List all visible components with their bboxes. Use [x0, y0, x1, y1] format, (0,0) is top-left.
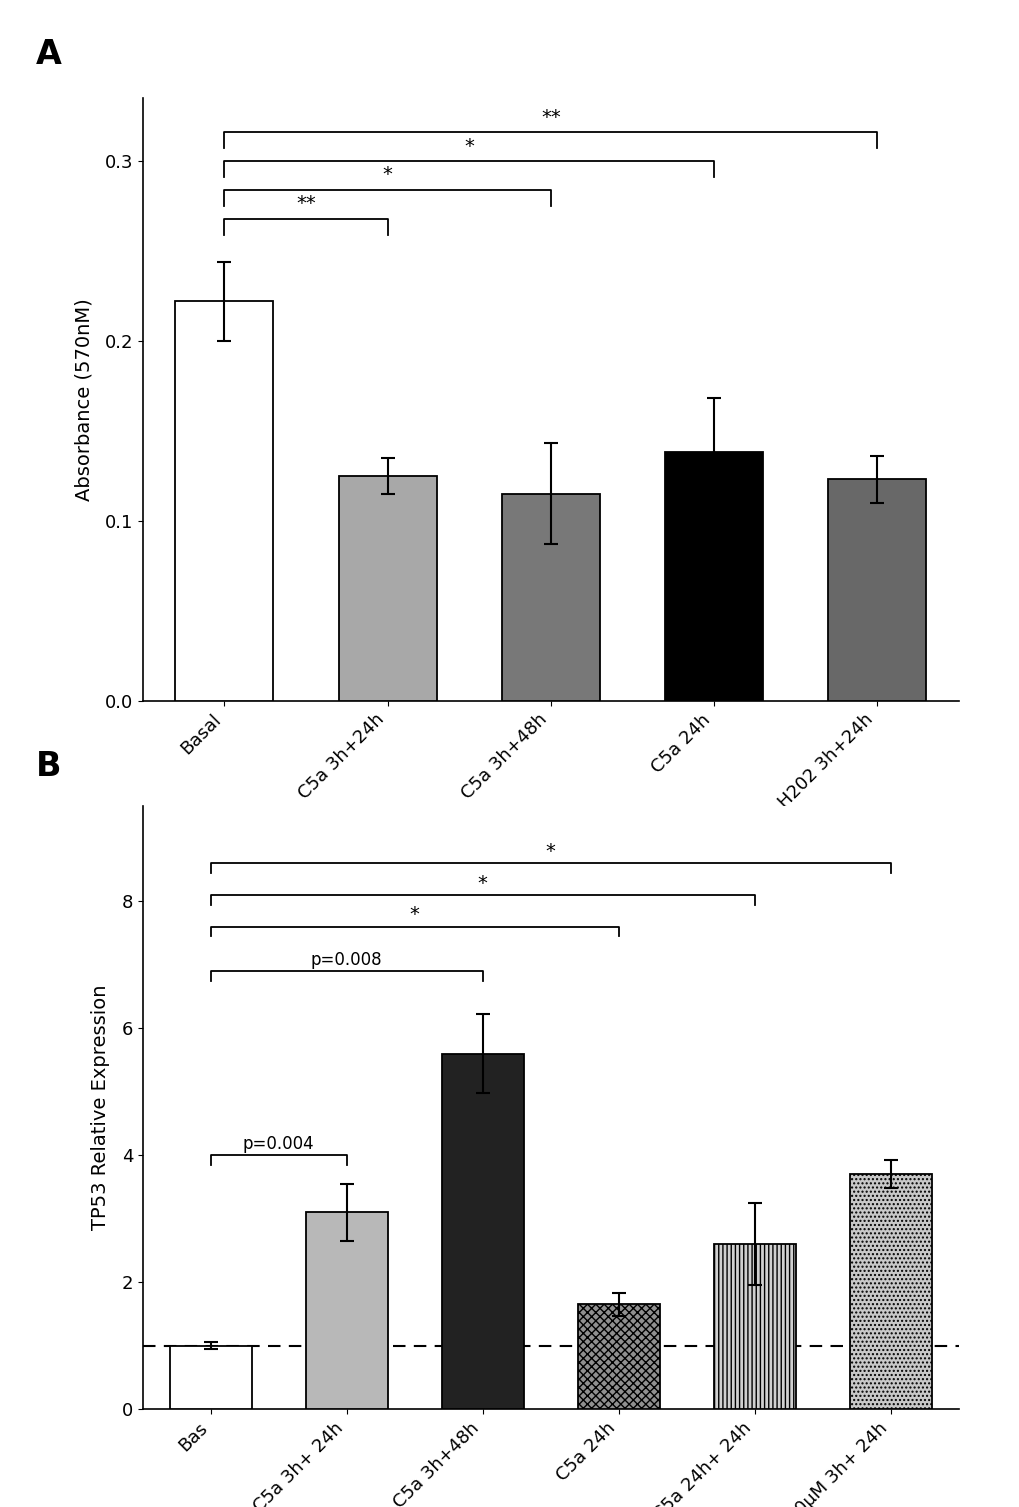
Bar	[338, 476, 436, 701]
Text: A: A	[36, 38, 61, 71]
Y-axis label: Absorbance (570nM): Absorbance (570nM)	[74, 298, 94, 500]
Bar	[827, 479, 925, 701]
Text: *: *	[382, 166, 392, 184]
Text: *: *	[477, 874, 487, 892]
Text: p=0.008: p=0.008	[311, 951, 382, 969]
Text: *: *	[464, 137, 474, 155]
Text: **: **	[540, 107, 560, 127]
Bar	[501, 494, 599, 701]
Bar	[664, 452, 762, 701]
Bar	[306, 1212, 387, 1409]
Y-axis label: TP53 Relative Expression: TP53 Relative Expression	[92, 986, 110, 1230]
Bar	[849, 1174, 930, 1409]
Bar	[175, 301, 273, 701]
Bar	[170, 1346, 252, 1409]
Bar	[441, 1053, 523, 1409]
Text: B: B	[36, 750, 61, 784]
Text: *: *	[545, 842, 555, 860]
Text: p=0.004: p=0.004	[243, 1135, 314, 1153]
Bar	[713, 1245, 795, 1409]
Bar	[578, 1305, 659, 1409]
Text: **: **	[296, 194, 316, 212]
Text: *: *	[410, 906, 420, 924]
Bar	[664, 452, 762, 701]
